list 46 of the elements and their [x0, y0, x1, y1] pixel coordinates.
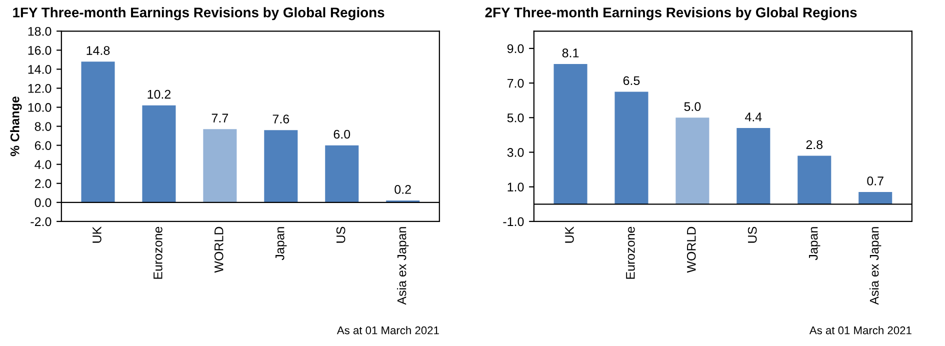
x-tick-label: Asia ex Japan: [397, 227, 409, 305]
data-label: 7.7: [212, 114, 228, 122]
data-label: 5.0: [684, 102, 701, 112]
chart-title: 2FY Three-month Earnings Revisions by Global Regions: [485, 7, 857, 20]
y-tick-label: -1.0: [503, 217, 524, 226]
data-label: 7.6: [272, 114, 290, 124]
data-label: 10.2: [148, 90, 171, 99]
y-axis-title: % Change: [10, 96, 22, 156]
x-tick-label: Japan: [809, 227, 820, 260]
y-tick-label: -2.0: [30, 217, 52, 226]
data-label: 2.8: [806, 140, 823, 150]
x-tick-label: US: [336, 226, 346, 243]
y-tick-label: 0.0: [34, 198, 52, 208]
y-tick-label: 2.0: [34, 179, 52, 188]
y-tick-label: 12.0: [28, 84, 52, 93]
y-tick-label: 10.0: [28, 103, 52, 112]
data-label: 8.1: [562, 48, 579, 58]
data-label: 0.2: [394, 185, 411, 194]
y-tick-label: 7.0: [507, 78, 524, 88]
chart-title: 1FY Three-month Earnings Revisions by Global Regions: [13, 7, 384, 20]
x-tick-label: WORLD: [686, 226, 696, 273]
y-tick-label: 16.0: [28, 46, 52, 55]
y-tick-label: 14.0: [28, 65, 52, 74]
data-label: 14.8: [86, 46, 110, 55]
text: As at 01 March 2021: [336, 326, 439, 334]
x-tick-label: Eurozone: [154, 226, 162, 279]
x-tick-label: Japan: [276, 227, 287, 260]
y-tick-label: 18.0: [28, 26, 52, 36]
x-tick-label: UK: [92, 226, 102, 243]
y-tick-label: 3.0: [507, 148, 524, 157]
x-tick-label: UK: [565, 226, 574, 243]
y-tick-label: 8.0: [34, 122, 52, 131]
text: As at 01 March 2021: [809, 326, 912, 334]
y-tick-label: 1.0: [508, 182, 524, 192]
x-tick-label: WORLD: [214, 226, 224, 273]
x-tick-label: US: [748, 226, 757, 243]
y-tick-label: 9.0: [507, 44, 524, 54]
data-label: 4.4: [745, 112, 762, 122]
y-tick-label: 6.0: [34, 141, 52, 150]
data-label: 6.0: [334, 130, 350, 139]
x-tick-label: Eurozone: [626, 226, 635, 279]
y-tick-label: 5.0: [507, 113, 524, 122]
data-label: 6.5: [623, 76, 640, 86]
data-label: 0.7: [867, 176, 884, 186]
y-tick-label: 4.0: [34, 160, 52, 169]
x-tick-label: Asia ex Japan: [870, 227, 882, 305]
